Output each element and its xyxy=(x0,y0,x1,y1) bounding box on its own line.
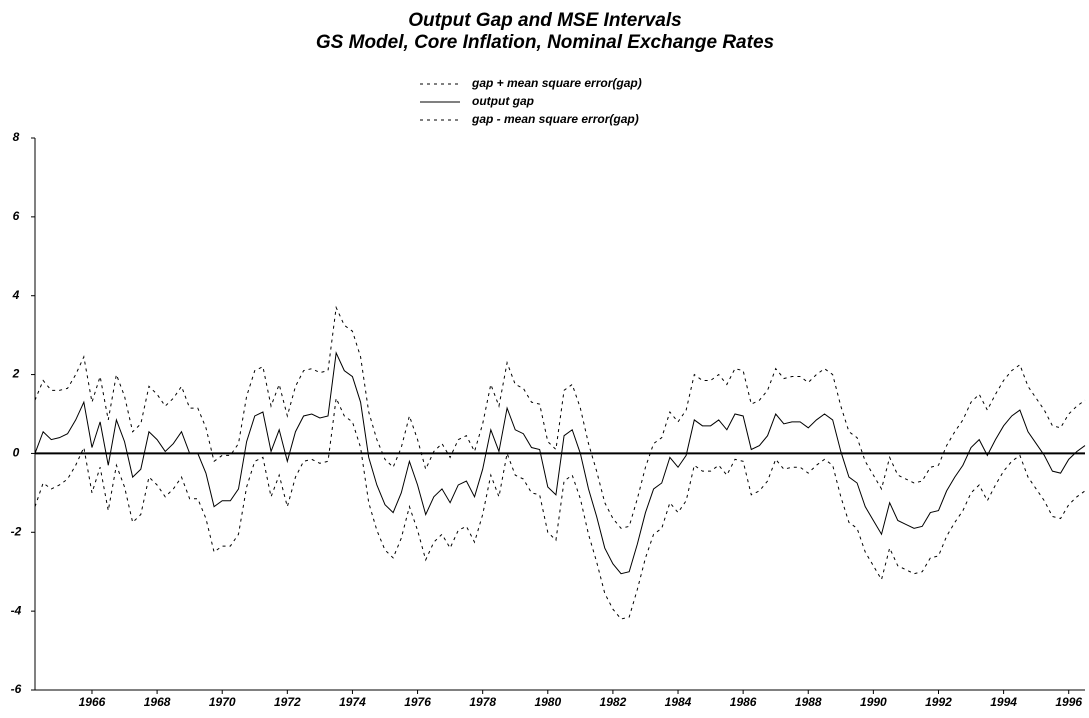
x-tick-label: 1980 xyxy=(534,695,561,709)
x-tick-label: 1984 xyxy=(665,695,692,709)
y-tick-label: 2 xyxy=(12,367,20,381)
legend-label: output gap xyxy=(472,94,534,108)
x-tick-label: 1978 xyxy=(469,695,496,709)
x-tick-label: 1988 xyxy=(795,695,822,709)
series-line xyxy=(34,305,1086,529)
chart-title: Output Gap and MSE Intervals xyxy=(408,10,681,31)
y-tick-label: 4 xyxy=(12,288,20,302)
y-tick-label: 6 xyxy=(13,209,20,223)
x-tick-label: 1992 xyxy=(925,695,952,709)
x-tick-label: 1982 xyxy=(600,695,627,709)
x-tick-label: 1990 xyxy=(860,695,887,709)
y-tick-label: -2 xyxy=(11,524,22,538)
chart-subtitle: GS Model, Core Inflation, Nominal Exchan… xyxy=(316,32,774,53)
legend-label: gap - mean square error(gap) xyxy=(471,112,639,126)
x-tick-label: 1974 xyxy=(339,695,366,709)
y-tick-label: -6 xyxy=(11,682,22,696)
y-tick-label: -4 xyxy=(11,603,22,617)
x-tick-label: 1994 xyxy=(990,695,1017,709)
x-tick-label: 1972 xyxy=(274,695,301,709)
series-line xyxy=(34,396,1086,620)
y-tick-label: 8 xyxy=(13,130,20,144)
series-line xyxy=(34,351,1086,575)
y-tick-label: 0 xyxy=(13,446,20,460)
x-tick-label: 1968 xyxy=(144,695,171,709)
x-tick-label: 1970 xyxy=(209,695,236,709)
x-tick-label: 1986 xyxy=(730,695,757,709)
x-tick-label: 1996 xyxy=(1055,695,1082,709)
x-tick-label: 1976 xyxy=(404,695,431,709)
x-tick-label: 1966 xyxy=(79,695,106,709)
legend-label: gap + mean square error(gap) xyxy=(471,76,642,90)
